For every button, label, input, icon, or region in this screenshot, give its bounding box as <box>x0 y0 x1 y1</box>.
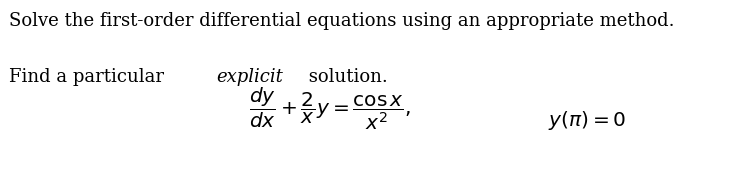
Text: Solve the first-order differential equations using an appropriate method.: Solve the first-order differential equat… <box>9 12 674 30</box>
Text: explicit: explicit <box>216 68 283 86</box>
Text: solution.: solution. <box>303 68 388 86</box>
Text: $y(\pi) = 0$: $y(\pi) = 0$ <box>548 109 626 132</box>
Text: Find a particular: Find a particular <box>9 68 170 86</box>
Text: $\dfrac{dy}{dx}+\dfrac{2}{x}y = \dfrac{\cos x}{x^2},$: $\dfrac{dy}{dx}+\dfrac{2}{x}y = \dfrac{\… <box>249 85 412 132</box>
